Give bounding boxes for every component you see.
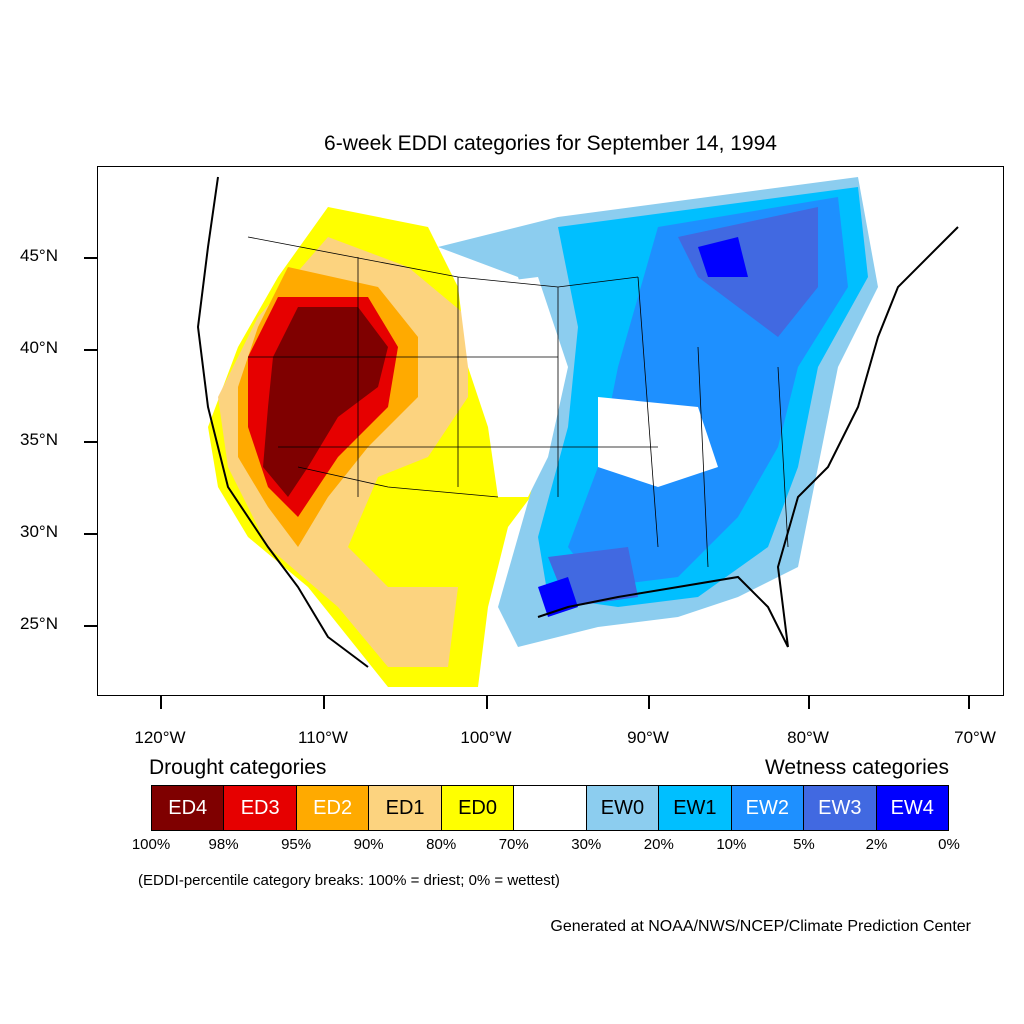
coastline (196, 176, 959, 668)
credit-text: Generated at NOAA/NWS/NCEP/Climate Predi… (550, 918, 971, 935)
legend-cell-ed3: ED3 (224, 786, 297, 830)
legend-cell-ew3: EW3 (804, 786, 877, 830)
lat-tick-45 (84, 257, 97, 259)
lon-tick-90 (648, 696, 650, 709)
legend-cell-ew4: EW4 (876, 786, 948, 830)
legend-cell-ed2: ED2 (296, 786, 370, 830)
region-ew4-north (698, 237, 748, 277)
region-ew3-east (678, 207, 818, 337)
category-note: (EDDI-percentile category breaks: 100% =… (138, 872, 560, 889)
lon-label-90: 90°W (627, 728, 669, 747)
percent-break-label: 70% (498, 836, 529, 853)
legend-cell-ed1: ED1 (369, 786, 442, 830)
eddi-map (97, 166, 1004, 696)
lon-label-110: 110°W (298, 728, 348, 747)
lon-label-100: 100°W (460, 728, 512, 747)
legend-cell-ew0: EW0 (586, 786, 660, 830)
lat-label-30: 30°N (20, 522, 58, 541)
region-normal-mid (598, 397, 718, 487)
lon-tick-120 (160, 696, 162, 709)
percent-break-label: 100% (131, 836, 171, 853)
lon-label-70: 70°W (954, 728, 996, 747)
legend-colorbar: ED4 ED3 ED2 ED1 ED0 EW0 EW1 EW2 EW3 EW4 (151, 785, 949, 831)
percent-break-label: 98% (208, 836, 239, 853)
lon-tick-70 (968, 696, 970, 709)
legend-cell-ed0: ED0 (441, 786, 515, 830)
percent-break-label: 2% (865, 836, 888, 853)
lat-tick-25 (84, 625, 97, 627)
lat-label-40: 40°N (20, 338, 58, 357)
map-canvas (196, 176, 959, 687)
map-title: 6-week EDDI categories for September 14,… (324, 132, 777, 155)
percent-break-label: 90% (353, 836, 384, 853)
wetness-heading: Wetness categories (764, 756, 949, 779)
percent-break-label: 20% (643, 836, 674, 853)
percent-break-label: 0% (938, 836, 960, 853)
percent-break-label: 95% (281, 836, 312, 853)
lon-label-120: 120°W (134, 728, 186, 747)
percent-break-label: 5% (793, 836, 815, 853)
percent-break-label: 10% (716, 836, 747, 853)
legend-cell-normal (514, 786, 587, 830)
lat-label-45: 45°N (20, 246, 58, 265)
lon-tick-100 (486, 696, 488, 709)
lat-label-35: 35°N (20, 430, 58, 449)
lat-tick-30 (84, 533, 97, 535)
lat-label-25: 25°N (20, 614, 58, 633)
region-ed4-west (263, 307, 388, 497)
lat-tick-35 (84, 441, 97, 443)
lon-tick-80 (808, 696, 810, 709)
legend-cell-ew2: EW2 (731, 786, 805, 830)
legend-cell-ew1: EW1 (659, 786, 732, 830)
lat-tick-40 (84, 349, 97, 351)
percent-break-label: 80% (426, 836, 457, 853)
legend-cell-ed4: ED4 (152, 786, 225, 830)
percent-break-label: 30% (571, 836, 602, 853)
region-normal-central (458, 277, 568, 497)
drought-heading: Drought categories (149, 756, 327, 779)
lon-label-80: 80°W (787, 728, 829, 747)
state-borders (247, 236, 789, 568)
lon-tick-110 (323, 696, 325, 709)
